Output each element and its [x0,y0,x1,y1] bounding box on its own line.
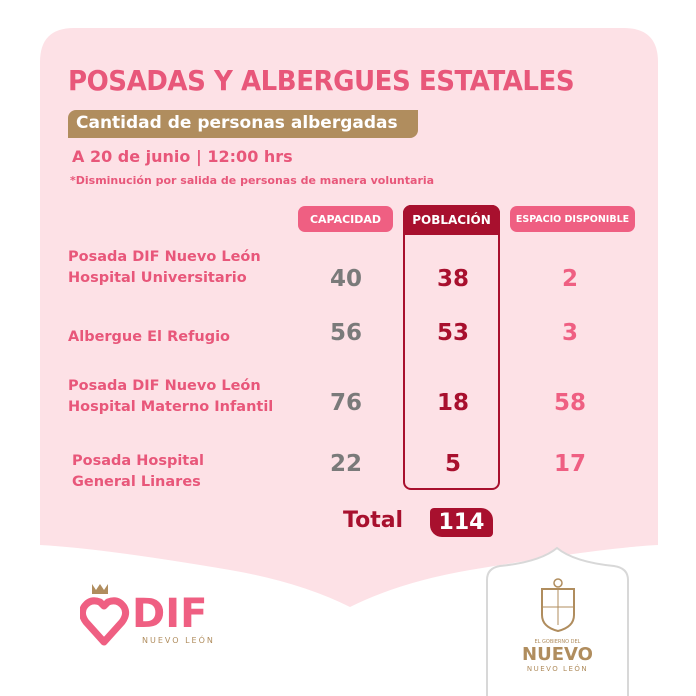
row-espacio: 17 [553,451,586,477]
subtitle-label: Cantidad de personas albergadas [68,110,418,138]
header-capacidad: CAPACIDAD [298,206,393,232]
row-capacidad: 22 [329,451,362,477]
date-text: A 20 de junio | 12:00 hrs [72,147,293,166]
row-name: Posada Hospital General Linares [72,453,204,490]
heart-crown-icon [80,584,130,646]
dif-text: DIF [132,591,208,637]
note-text: *Disminución por salida de personas de m… [70,174,435,187]
gobierno-logo: EL GOBIERNO DEL NUEVO NUEVO LEÓN [487,575,628,673]
row-poblacion: 38 [436,266,469,292]
row-poblacion: 5 [444,451,461,477]
row-espacio: 58 [553,390,586,416]
total-label: Total [343,508,404,533]
row-name: Posada DIF Nuevo León Hospital Universita… [68,249,261,286]
gob-sub-text: NUEVO LEÓN [526,665,589,673]
coat-of-arms-icon [540,578,575,633]
row-espacio: 3 [561,320,578,346]
gob-main-text: NUEVO [522,644,593,665]
header-poblacion: POBLACIÓN [403,205,500,235]
dif-subtext: NUEVO LEÓN [142,636,215,645]
row-espacio: 2 [561,266,578,292]
header-espacio: ESPACIO DISPONIBLE [510,206,635,232]
row-capacidad: 56 [329,320,362,346]
row-poblacion: 18 [436,390,469,416]
row-poblacion: 53 [436,320,469,346]
gob-top-text: EL GOBIERNO DEL [534,639,581,645]
row-capacidad: 40 [329,266,362,292]
row-name: Albergue El Refugio [68,329,231,345]
dif-logo: DIF NUEVO LEÓN [80,580,240,655]
row-name: Posada DIF Nuevo León Hospital Materno In… [68,378,274,415]
poblacion-column-box [403,205,500,490]
row-capacidad: 76 [329,390,362,416]
total-value: 114 [430,508,493,537]
page-title: POSADAS Y ALBERGUES ESTATALES [68,64,575,97]
